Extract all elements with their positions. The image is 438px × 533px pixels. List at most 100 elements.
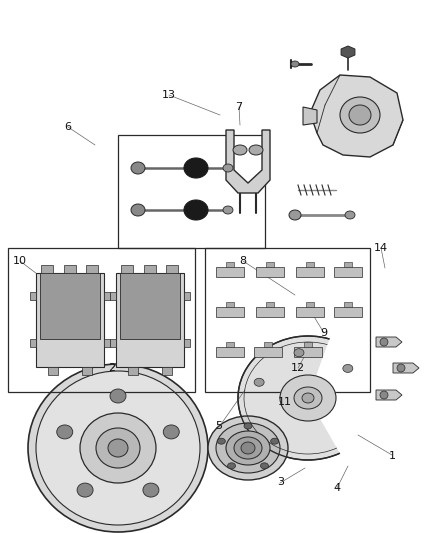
Polygon shape — [226, 130, 270, 193]
Ellipse shape — [238, 336, 378, 460]
Polygon shape — [216, 347, 244, 357]
Polygon shape — [226, 302, 234, 307]
Ellipse shape — [228, 463, 236, 469]
Polygon shape — [304, 342, 312, 347]
Polygon shape — [30, 292, 36, 300]
Polygon shape — [41, 265, 53, 273]
Ellipse shape — [57, 425, 73, 439]
Polygon shape — [341, 46, 355, 58]
Ellipse shape — [271, 438, 279, 444]
Ellipse shape — [226, 431, 270, 465]
Ellipse shape — [184, 200, 208, 220]
Polygon shape — [116, 273, 184, 367]
Polygon shape — [256, 307, 284, 317]
Text: 6: 6 — [64, 122, 71, 132]
Ellipse shape — [343, 365, 353, 373]
Ellipse shape — [380, 338, 388, 346]
Polygon shape — [266, 262, 274, 267]
Text: 12: 12 — [291, 363, 305, 373]
Polygon shape — [104, 339, 110, 347]
Polygon shape — [226, 262, 234, 267]
Text: 8: 8 — [240, 256, 247, 266]
Polygon shape — [110, 339, 116, 347]
Ellipse shape — [131, 162, 145, 174]
Polygon shape — [344, 302, 352, 307]
Polygon shape — [162, 367, 172, 375]
Ellipse shape — [96, 428, 140, 468]
Ellipse shape — [244, 423, 252, 429]
Polygon shape — [306, 262, 314, 267]
Polygon shape — [86, 265, 98, 273]
Polygon shape — [256, 267, 284, 277]
Text: 7: 7 — [235, 102, 242, 111]
Text: 1: 1 — [389, 451, 396, 461]
Polygon shape — [64, 265, 76, 273]
Ellipse shape — [397, 364, 405, 372]
Ellipse shape — [110, 389, 126, 403]
Polygon shape — [166, 265, 178, 273]
Polygon shape — [334, 307, 362, 317]
Polygon shape — [226, 342, 234, 347]
Ellipse shape — [291, 61, 299, 67]
Polygon shape — [254, 347, 282, 357]
Ellipse shape — [340, 97, 380, 133]
Ellipse shape — [349, 105, 371, 125]
Ellipse shape — [289, 210, 301, 220]
Polygon shape — [110, 292, 116, 300]
Polygon shape — [334, 267, 362, 277]
Ellipse shape — [163, 425, 179, 439]
Text: 5: 5 — [215, 422, 223, 431]
Text: 3: 3 — [277, 478, 284, 487]
Polygon shape — [128, 367, 138, 375]
Ellipse shape — [294, 349, 304, 357]
Polygon shape — [393, 363, 419, 373]
Polygon shape — [104, 292, 110, 300]
Polygon shape — [184, 339, 190, 347]
Ellipse shape — [208, 416, 288, 480]
Ellipse shape — [216, 423, 280, 473]
Polygon shape — [376, 337, 402, 347]
Polygon shape — [296, 267, 324, 277]
Text: 4: 4 — [334, 483, 341, 492]
Polygon shape — [184, 292, 190, 300]
Ellipse shape — [80, 413, 156, 483]
Text: 10: 10 — [13, 256, 27, 266]
Ellipse shape — [131, 204, 145, 216]
Polygon shape — [48, 367, 58, 375]
Ellipse shape — [241, 442, 255, 454]
Text: 9: 9 — [321, 328, 328, 338]
Text: 11: 11 — [278, 398, 292, 407]
Ellipse shape — [28, 364, 208, 532]
Polygon shape — [82, 367, 92, 375]
Polygon shape — [40, 273, 100, 339]
Polygon shape — [310, 75, 403, 157]
Ellipse shape — [302, 393, 314, 403]
Wedge shape — [305, 330, 380, 461]
Polygon shape — [294, 347, 322, 357]
Ellipse shape — [280, 375, 336, 421]
Polygon shape — [144, 265, 156, 273]
Polygon shape — [121, 265, 133, 273]
Ellipse shape — [345, 211, 355, 219]
Ellipse shape — [223, 164, 233, 172]
Ellipse shape — [261, 463, 268, 469]
Ellipse shape — [234, 437, 262, 459]
Polygon shape — [303, 107, 317, 125]
Text: 14: 14 — [374, 243, 388, 253]
Polygon shape — [36, 273, 104, 367]
Polygon shape — [216, 267, 244, 277]
Polygon shape — [344, 262, 352, 267]
Polygon shape — [306, 302, 314, 307]
Polygon shape — [30, 339, 36, 347]
Ellipse shape — [184, 158, 208, 178]
Polygon shape — [296, 307, 324, 317]
Ellipse shape — [249, 145, 263, 155]
Polygon shape — [120, 273, 180, 339]
Ellipse shape — [217, 438, 226, 444]
Ellipse shape — [77, 483, 93, 497]
Ellipse shape — [233, 145, 247, 155]
Text: 2: 2 — [108, 363, 115, 373]
Text: 13: 13 — [162, 90, 176, 100]
Polygon shape — [376, 390, 402, 400]
Polygon shape — [264, 342, 272, 347]
